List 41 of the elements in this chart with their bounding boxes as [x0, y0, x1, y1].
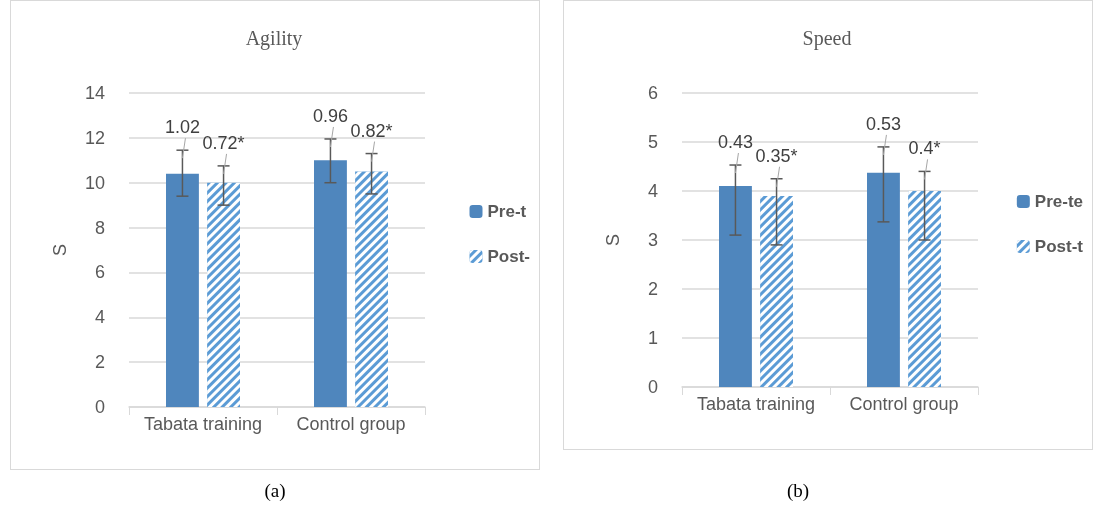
chart-title: Agility [245, 27, 303, 50]
x-tick-label: Control group [849, 394, 959, 414]
y-tick-label: 14 [84, 83, 105, 103]
y-tick-label: 0 [94, 397, 105, 417]
x-tick-label: Control group [296, 414, 406, 434]
bar [166, 173, 199, 407]
bar [867, 172, 900, 387]
annotation: 0.4* [908, 138, 941, 159]
y-tick-label: 6 [647, 83, 658, 103]
x-tick-label: Tabata training [143, 414, 263, 434]
y-tick-label: 2 [647, 279, 658, 299]
annotation: 0.72* [202, 132, 245, 153]
legend-label: Post- [487, 247, 530, 266]
y-tick-label: 4 [647, 181, 658, 201]
annotation: 0.53 [865, 113, 901, 134]
bar [314, 160, 347, 407]
text: (b) [785, 480, 811, 502]
legend-label: Pre-te [1034, 192, 1083, 211]
y-axis-title: S [603, 233, 623, 247]
annotation: 0.82* [350, 120, 393, 141]
y-tick-label: 0 [647, 377, 658, 397]
y-tick-label: 12 [84, 127, 105, 148]
y-tick-label: 8 [94, 217, 105, 238]
y-tick-label: 5 [647, 132, 658, 152]
annotation: 0.35* [755, 145, 798, 166]
y-tick-label: 10 [84, 172, 105, 193]
legend-label: Post-t [1034, 237, 1084, 256]
y-tick-label: 6 [94, 262, 105, 283]
legend-label: Pre-t [487, 202, 527, 221]
annotation: 0.96 [312, 105, 348, 126]
x-tick-label: Tabata training [696, 394, 816, 414]
y-tick-label: 4 [94, 307, 105, 328]
y-tick-label: 1 [647, 328, 658, 348]
y-tick-label: 3 [647, 230, 658, 250]
annotation: 1.02 [164, 117, 200, 138]
annotation: 0.43 [717, 132, 753, 153]
y-axis-title: S [50, 243, 70, 257]
text: (a) [263, 480, 287, 502]
chart-title: Speed [802, 27, 852, 50]
y-tick-label: 2 [94, 352, 105, 373]
bar [719, 186, 752, 387]
